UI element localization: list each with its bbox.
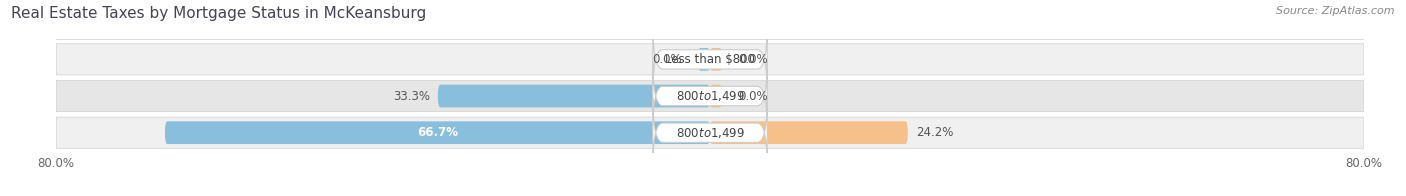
FancyBboxPatch shape xyxy=(56,80,1364,112)
Text: Source: ZipAtlas.com: Source: ZipAtlas.com xyxy=(1277,6,1395,16)
FancyBboxPatch shape xyxy=(437,85,710,107)
Text: 24.2%: 24.2% xyxy=(915,126,953,139)
Text: 0.0%: 0.0% xyxy=(738,90,768,103)
FancyBboxPatch shape xyxy=(56,117,1364,148)
FancyBboxPatch shape xyxy=(56,44,1364,75)
Text: $800 to $1,499: $800 to $1,499 xyxy=(675,89,745,103)
Text: 33.3%: 33.3% xyxy=(392,90,430,103)
FancyBboxPatch shape xyxy=(710,48,723,71)
Text: 0.0%: 0.0% xyxy=(652,53,682,66)
FancyBboxPatch shape xyxy=(652,62,768,130)
Text: Real Estate Taxes by Mortgage Status in McKeansburg: Real Estate Taxes by Mortgage Status in … xyxy=(11,6,426,21)
Text: $800 to $1,499: $800 to $1,499 xyxy=(675,126,745,140)
Text: 66.7%: 66.7% xyxy=(418,126,458,139)
Text: 0.0%: 0.0% xyxy=(738,53,768,66)
FancyBboxPatch shape xyxy=(710,121,908,144)
FancyBboxPatch shape xyxy=(697,48,710,71)
FancyBboxPatch shape xyxy=(710,85,723,107)
FancyBboxPatch shape xyxy=(652,98,768,167)
Text: Less than $800: Less than $800 xyxy=(665,53,755,66)
FancyBboxPatch shape xyxy=(165,121,710,144)
FancyBboxPatch shape xyxy=(652,25,768,94)
